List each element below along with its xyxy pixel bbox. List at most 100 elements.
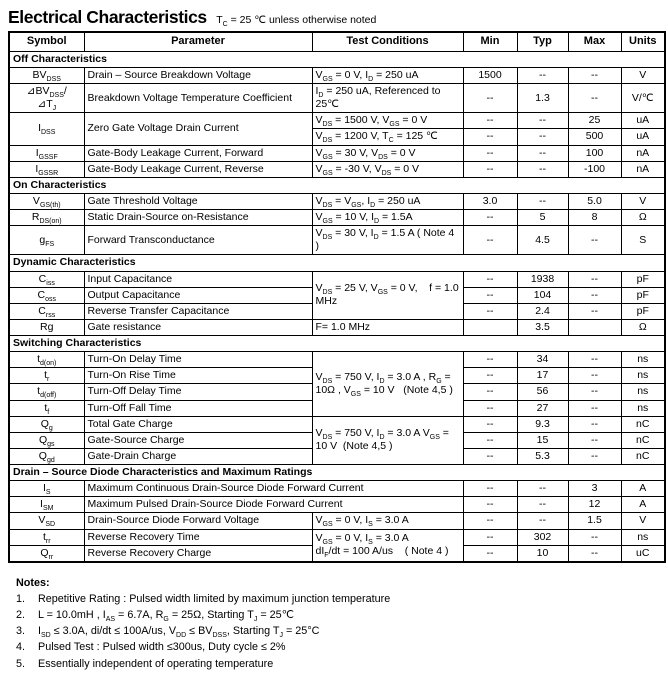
cell-max: --	[567, 544, 622, 563]
note-item: 3. ISD ≤ 3.0A, di/dt ≤ 100A/us, VDD ≤ BVD…	[16, 623, 662, 639]
cell-parameter: Breakdown Voltage Temperature Coefficien…	[83, 82, 313, 114]
title-line: Electrical Characteristics TC = 25 ℃ unl…	[8, 7, 662, 28]
cell-units: nC	[620, 431, 666, 449]
cell-min: --	[462, 447, 518, 466]
table-row: Ciss Input Capacitance VDS = 25 V, VGS = 0…	[8, 270, 666, 320]
cell-parameter: Turn-On Rise Time	[83, 367, 313, 385]
cell-units: Ω	[620, 318, 666, 337]
note-text: L = 10.0mH , IAS = 6.7A, RG = 25Ω, Start…	[38, 608, 294, 624]
table-row: ⊿BVDSS/⊿TJ Breakdown Voltage Temperature …	[8, 82, 666, 114]
cell-units: ns	[620, 399, 666, 417]
cell-min: --	[462, 367, 518, 385]
cell-min: --	[462, 480, 518, 498]
cell-symbol: Qrr	[8, 544, 85, 563]
cell-min: --	[462, 270, 518, 288]
cell-min: --	[462, 399, 518, 417]
cell-conditions: F= 1.0 MHz	[311, 318, 464, 337]
cell-conditions: VGS = -30 V, VDS = 0 V	[311, 160, 464, 178]
cell-units: V	[620, 66, 666, 85]
cell-typ: --	[516, 480, 569, 498]
cell-symbol: IS	[8, 480, 85, 498]
cell-typ: 104	[516, 286, 569, 304]
cell-min: --	[462, 160, 518, 178]
cell-max: --	[567, 447, 622, 466]
notes-section: Notes: 1. Repetitive Rating : Pulsed widt…	[8, 577, 662, 672]
cell-max: --	[567, 431, 622, 449]
cell-units: V	[620, 192, 666, 211]
cell-max: --	[567, 399, 622, 417]
cell-min: --	[462, 112, 518, 130]
note-number: 1.	[16, 592, 26, 605]
table-row: td(on) Turn-On Delay Time VDS = 750 V, ID …	[8, 351, 666, 417]
note-text: Essentially independent of operating tem…	[38, 657, 274, 670]
note-number: 4.	[16, 641, 26, 654]
cell-symbol: Qgd	[8, 447, 85, 466]
cell-min	[462, 318, 518, 337]
cell-units: pF	[620, 286, 666, 304]
cell-typ: 56	[516, 383, 569, 401]
table-row: IGSSR Gate-Body Leakage Current, Reverse V…	[8, 160, 666, 178]
cell-min: 1500	[462, 66, 518, 85]
cell-parameter: Drain – Source Breakdown Voltage	[83, 66, 313, 85]
cell-units: uC	[620, 544, 666, 563]
cell-max: --	[567, 302, 622, 320]
cell-parameter: Turn-Off Delay Time	[83, 383, 313, 401]
column-header-test-conditions: Test Conditions	[311, 31, 464, 52]
column-header-max: Max	[567, 31, 622, 52]
cell-min: --	[462, 415, 518, 433]
cell-units: nA	[620, 144, 666, 162]
table-row: ISM Maximum Pulsed Drain-Source Diode For…	[8, 496, 666, 514]
cell-symbol: RDS(on)	[8, 208, 85, 227]
cell-max: --	[567, 367, 622, 385]
column-header-parameter: Parameter	[83, 31, 313, 52]
cell-parameter: Gate Threshold Voltage	[83, 192, 313, 211]
cell-conditions: VDS = 25 V, VGS = 0 V, f = 1.0 MHz	[311, 270, 464, 320]
cell-symbol: gFS	[8, 225, 85, 256]
cell-max: 100	[567, 144, 622, 162]
cell-parameter: Gate resistance	[83, 318, 313, 337]
cell-typ: 5	[516, 208, 569, 227]
cell-symbol: IGSSR	[8, 160, 85, 178]
table-row: tr Turn-On Rise Time -- 17 -- ns	[8, 367, 666, 385]
cell-parameter: Gate-Body Leakage Current, Forward	[83, 144, 313, 162]
table-row: Qrr Reverse Recovery Charge -- 10 -- uC	[8, 544, 666, 563]
notes-list: 1. Repetitive Rating : Pulsed width limit…	[16, 591, 662, 672]
cell-parameter: Reverse Recovery Time	[83, 528, 313, 546]
notes-header: Notes:	[16, 576, 50, 589]
cell-symbol: tr	[8, 367, 85, 385]
cell-symbol: BVDSS	[8, 66, 85, 85]
cell-parameter: Input Capacitance	[83, 270, 313, 288]
cell-units: nC	[620, 415, 666, 433]
note-number: 2.	[16, 608, 26, 621]
note-item: 5. Essentially independent of operating t…	[16, 656, 662, 672]
cell-typ: 34	[516, 351, 569, 369]
cell-symbol: IGSSF	[8, 144, 85, 162]
cell-max: --	[567, 225, 622, 256]
spec-table-body: Off Characteristics BVDSS Drain – Source B…	[8, 50, 666, 563]
cell-parameter: Turn-Off Fall Time	[83, 399, 313, 417]
cell-parameter: Gate-Drain Charge	[83, 447, 313, 466]
cell-units: pF	[620, 302, 666, 320]
cell-units: ns	[620, 351, 666, 369]
cell-typ: --	[516, 66, 569, 85]
section-label: On Characteristics	[8, 176, 666, 194]
cell-max: --	[567, 82, 622, 114]
note-item: 4. Pulsed Test : Pulsed width ≤300us, Dut…	[16, 639, 662, 655]
section-row: Switching Characteristics	[8, 334, 666, 353]
cell-parameter: Maximum Pulsed Drain-Source Diode Forwar…	[83, 496, 464, 514]
table-row: trr Reverse Recovery Time VGS = 0 V, IS = …	[8, 528, 666, 563]
cell-typ: 4.5	[516, 225, 569, 256]
cell-units: nA	[620, 160, 666, 178]
cell-min: --	[462, 351, 518, 369]
cell-max: 12	[567, 496, 622, 514]
cell-symbol: td(on)	[8, 351, 85, 369]
cell-units: nC	[620, 447, 666, 466]
cell-min: --	[462, 128, 518, 146]
cell-min: --	[462, 512, 518, 530]
table-row: Rg Gate resistance F= 1.0 MHz 3.5 Ω	[8, 318, 666, 337]
cell-symbol: ISM	[8, 496, 85, 514]
column-header-min: Min	[462, 31, 518, 52]
table-row: Qg Total Gate Charge VDS = 750 V, ID = 3.0…	[8, 415, 666, 466]
cell-conditions: VDS = 30 V, ID = 1.5 A ( Note 4 )	[311, 225, 464, 256]
